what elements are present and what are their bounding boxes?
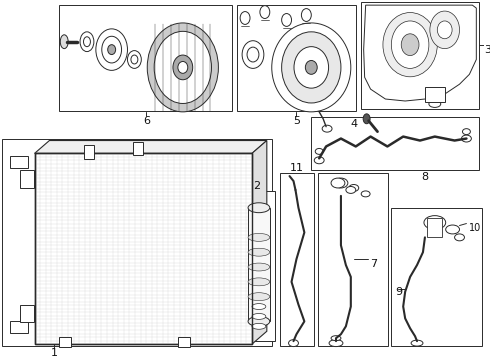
Ellipse shape [455, 234, 465, 241]
Ellipse shape [248, 293, 270, 301]
Text: 2: 2 [253, 181, 261, 191]
Bar [10, 156, 27, 168]
Ellipse shape [315, 148, 323, 154]
Bar [245, 191, 275, 341]
Ellipse shape [446, 225, 460, 234]
Bar [425, 87, 445, 102]
Bar [427, 217, 441, 237]
Ellipse shape [331, 178, 345, 188]
Bar [178, 337, 190, 347]
Text: 5: 5 [293, 116, 300, 126]
Bar [133, 141, 143, 156]
Ellipse shape [248, 233, 270, 241]
Text: 7: 7 [370, 259, 378, 269]
Ellipse shape [252, 323, 266, 329]
Ellipse shape [462, 135, 471, 142]
Bar [361, 2, 479, 109]
Ellipse shape [260, 6, 270, 18]
Bar [10, 321, 27, 333]
Bar [280, 173, 314, 346]
Ellipse shape [154, 31, 212, 103]
Ellipse shape [349, 185, 359, 192]
Ellipse shape [346, 186, 356, 193]
Ellipse shape [247, 47, 259, 62]
Text: 4: 4 [351, 119, 358, 129]
Bar [59, 337, 71, 347]
Ellipse shape [60, 35, 68, 49]
Ellipse shape [108, 45, 116, 55]
Ellipse shape [383, 13, 437, 77]
Bar [20, 305, 34, 322]
Text: 10: 10 [469, 222, 482, 233]
Ellipse shape [314, 157, 324, 164]
Ellipse shape [329, 339, 343, 347]
Ellipse shape [147, 23, 219, 112]
Ellipse shape [127, 51, 141, 68]
Bar [311, 117, 479, 170]
Ellipse shape [437, 21, 452, 39]
Ellipse shape [248, 263, 270, 271]
Polygon shape [364, 5, 476, 101]
Ellipse shape [96, 29, 127, 70]
Ellipse shape [294, 47, 329, 88]
Ellipse shape [430, 11, 460, 49]
Ellipse shape [322, 125, 332, 132]
Bar [318, 173, 389, 346]
Polygon shape [35, 140, 267, 153]
Ellipse shape [392, 21, 429, 68]
Text: 8: 8 [421, 172, 428, 182]
Ellipse shape [424, 216, 446, 229]
Ellipse shape [173, 55, 193, 80]
Ellipse shape [248, 203, 270, 213]
Bar [392, 208, 482, 346]
Ellipse shape [331, 336, 341, 341]
Ellipse shape [131, 55, 138, 64]
Bar [237, 5, 356, 111]
Ellipse shape [80, 32, 94, 51]
Ellipse shape [83, 37, 91, 47]
Ellipse shape [248, 278, 270, 286]
Ellipse shape [429, 100, 441, 107]
Ellipse shape [401, 34, 419, 55]
Ellipse shape [252, 314, 266, 319]
Bar [59, 5, 232, 111]
Bar [248, 208, 270, 321]
Ellipse shape [282, 14, 292, 26]
Polygon shape [252, 140, 267, 344]
Text: 6: 6 [143, 116, 150, 126]
Bar [2, 139, 272, 346]
Ellipse shape [282, 32, 341, 103]
Text: 1: 1 [51, 348, 58, 358]
Text: 9: 9 [395, 287, 402, 297]
Text: 3: 3 [484, 45, 490, 55]
Ellipse shape [289, 339, 298, 347]
Ellipse shape [272, 23, 351, 112]
Ellipse shape [411, 340, 423, 346]
Ellipse shape [102, 36, 122, 63]
Ellipse shape [248, 316, 270, 326]
Bar [35, 153, 252, 344]
Ellipse shape [240, 12, 250, 24]
Text: 11: 11 [290, 163, 303, 173]
Ellipse shape [178, 62, 188, 73]
Bar [84, 145, 94, 159]
Ellipse shape [361, 191, 370, 197]
Ellipse shape [334, 178, 348, 188]
Ellipse shape [305, 60, 317, 74]
Ellipse shape [242, 41, 264, 68]
Ellipse shape [248, 248, 270, 256]
Ellipse shape [463, 129, 470, 135]
Ellipse shape [252, 303, 266, 310]
Ellipse shape [301, 9, 311, 22]
Ellipse shape [363, 114, 370, 124]
Bar [20, 170, 34, 188]
